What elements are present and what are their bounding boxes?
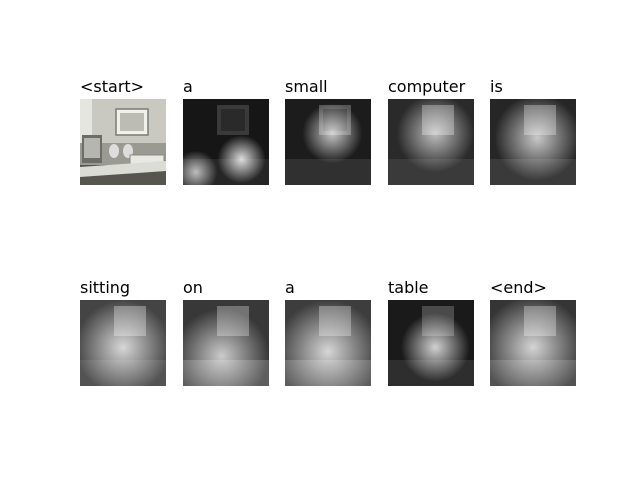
token-label: <start> bbox=[80, 77, 155, 99]
original-photo bbox=[80, 99, 166, 185]
attention-tile-a-2: a bbox=[285, 278, 371, 386]
attention-tile-computer: computer bbox=[388, 77, 476, 185]
attention-tile-small: small bbox=[285, 77, 371, 185]
token-label: small bbox=[285, 77, 338, 99]
token-label: computer bbox=[388, 77, 476, 99]
attention-heatmap bbox=[285, 99, 371, 185]
attention-tile-sitting: sitting bbox=[80, 278, 166, 386]
token-label: a bbox=[285, 278, 305, 300]
token-label: <end> bbox=[490, 278, 557, 300]
attention-heatmap bbox=[80, 300, 166, 386]
token-label: is bbox=[490, 77, 513, 99]
attention-tile-a: a bbox=[183, 77, 269, 185]
attention-tile-end: <end> bbox=[490, 278, 576, 386]
token-label: a bbox=[183, 77, 203, 99]
attention-tile-on: on bbox=[183, 278, 269, 386]
attention-tile-start: <start> bbox=[80, 77, 166, 185]
attention-heatmap bbox=[183, 99, 269, 185]
token-label: on bbox=[183, 278, 213, 300]
attention-tile-table: table bbox=[388, 278, 474, 386]
attention-heatmap bbox=[388, 300, 474, 386]
token-label: table bbox=[388, 278, 439, 300]
token-label: sitting bbox=[80, 278, 141, 300]
attention-heatmap bbox=[285, 300, 371, 386]
attention-heatmap bbox=[183, 300, 269, 386]
attention-heatmap bbox=[490, 300, 576, 386]
attention-heatmap bbox=[490, 99, 576, 185]
attention-tile-is: is bbox=[490, 77, 576, 185]
attention-heatmap bbox=[388, 99, 474, 185]
